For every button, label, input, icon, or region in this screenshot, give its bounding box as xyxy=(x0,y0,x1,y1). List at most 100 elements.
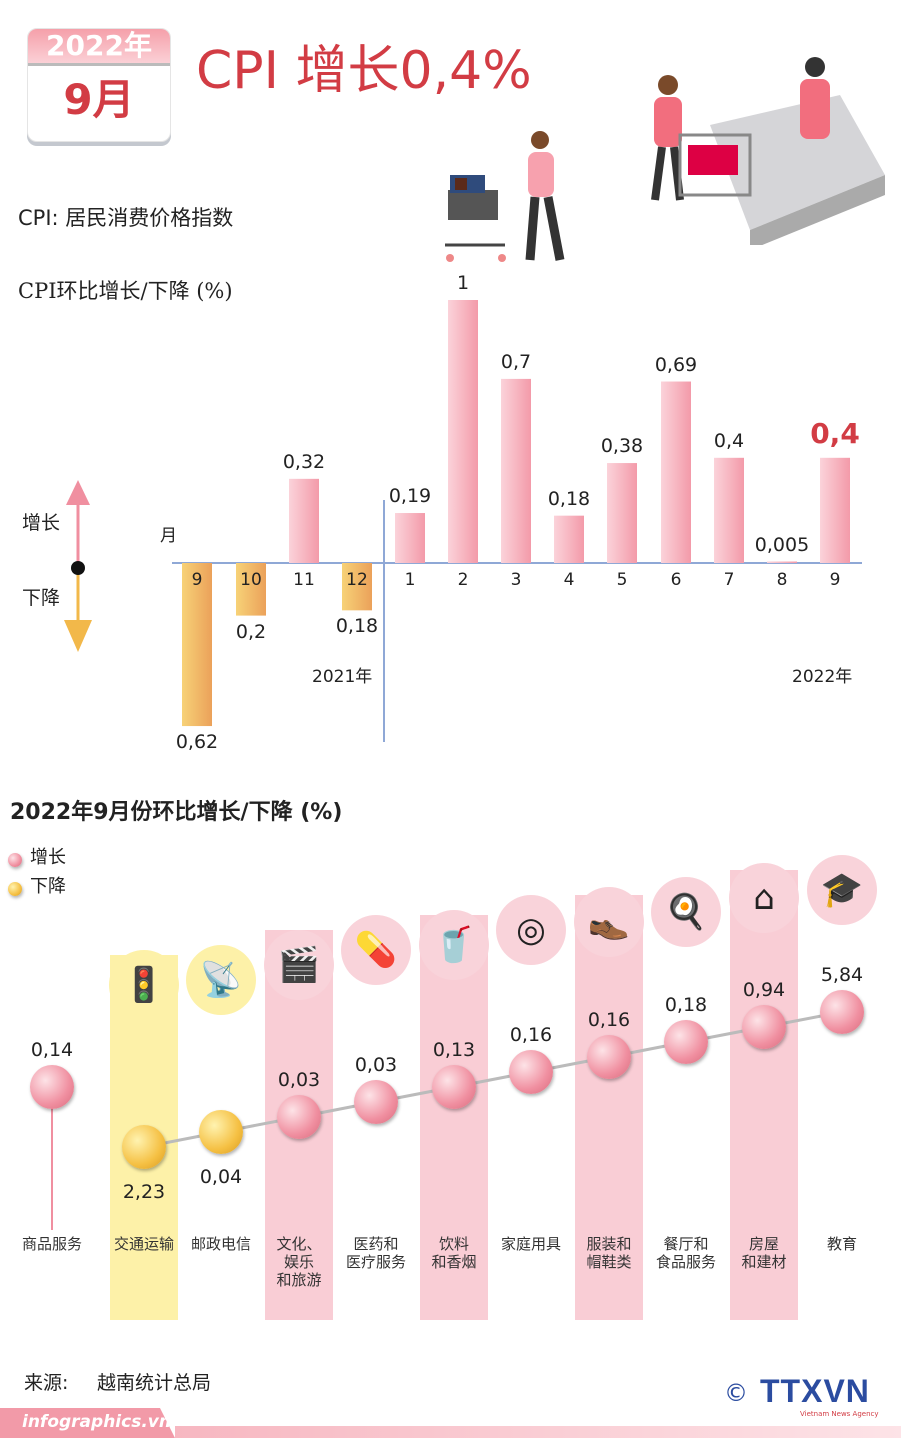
x-tick-label: 8 xyxy=(776,570,788,590)
bar-value-label: 0,62 xyxy=(175,731,219,754)
cpi-definition: CPI: 居民消费价格指数 xyxy=(18,206,234,230)
category-label-line: 房屋 xyxy=(748,1235,779,1253)
legend-increase-label: 增长 xyxy=(30,847,66,868)
chart1-title: CPI环比增长/下降 (%) xyxy=(18,279,233,303)
category-label-line: 服装和 xyxy=(586,1235,632,1253)
legend-decrease-dot xyxy=(8,882,22,896)
x-axis-label: 月 xyxy=(160,526,177,546)
category-point xyxy=(820,990,864,1034)
bar-10 xyxy=(714,457,744,563)
year-label-2022: 2022年 xyxy=(792,667,853,687)
x-tick-label: 11 xyxy=(293,570,315,590)
bar-value-label: 1 xyxy=(456,272,470,294)
category-value-label: 0,13 xyxy=(432,1039,476,1061)
bar-1 xyxy=(236,563,266,616)
category-value-label: 0,03 xyxy=(277,1069,321,1091)
category-point xyxy=(742,1005,786,1049)
category-value-label: 0,04 xyxy=(199,1166,243,1188)
house-icon: ⌂ xyxy=(729,863,799,933)
category-label-line: 文化、 xyxy=(276,1235,322,1253)
category-highlight-column xyxy=(575,895,643,1320)
category-point xyxy=(30,1065,74,1109)
category-point xyxy=(277,1095,321,1139)
x-tick-label: 10 xyxy=(240,570,262,590)
category-highlight-column xyxy=(730,870,798,1320)
x-tick-label: 7 xyxy=(723,570,735,590)
bar-value-label: 0,005 xyxy=(754,533,810,556)
bar-8 xyxy=(607,463,637,563)
source-text: 越南统计总局 xyxy=(97,1372,212,1394)
category-value-label: 0,16 xyxy=(509,1024,553,1046)
clothes-icon: 👞 xyxy=(574,887,644,957)
category-label-line: 帽鞋类 xyxy=(586,1253,632,1271)
washing-machine-icon: ◎ xyxy=(496,895,566,965)
ttxvn-logo-subtitle: Vietnam News Agency xyxy=(800,1410,879,1418)
bar-3 xyxy=(342,563,372,611)
bar-value-label: 0,19 xyxy=(388,485,432,508)
category-label: 商品服务 xyxy=(14,1235,90,1253)
category-label-line: 食品服务 xyxy=(655,1253,716,1271)
x-tick-label: 9 xyxy=(829,570,841,590)
x-tick-label: 3 xyxy=(510,570,522,590)
antenna-icon: 📡 xyxy=(186,945,256,1015)
page-title: CPI 增长0,4% xyxy=(196,41,532,101)
category-value-label: 2,23 xyxy=(122,1181,166,1203)
category-label-line: 和旅游 xyxy=(276,1271,322,1289)
trend-line xyxy=(51,1010,843,1230)
category-label: 交通运输 xyxy=(106,1235,182,1253)
footer-site-tab xyxy=(0,1408,175,1438)
category-value-label: 0,14 xyxy=(30,1039,74,1061)
traffic-light-icon: 🚦 xyxy=(109,950,179,1020)
bar-value-label: 0,4 xyxy=(713,429,745,452)
bar-7 xyxy=(554,515,584,563)
category-label-line: 家庭用具 xyxy=(500,1235,561,1253)
category-label: 饮料 和香烟 xyxy=(416,1235,492,1271)
x-tick-label: 5 xyxy=(616,570,628,590)
footer-band xyxy=(175,1426,901,1438)
site-link[interactable]: infographics.vn xyxy=(22,1412,171,1432)
chart2-title: 2022年9月份环比增长/下降 (%) xyxy=(10,800,343,825)
category-value-label: 0,18 xyxy=(664,994,708,1016)
up-arrowhead-icon xyxy=(66,480,90,505)
category-point xyxy=(199,1110,243,1154)
category-label: 家庭用具 xyxy=(493,1235,569,1253)
ttxvn-logo: TTXVN xyxy=(760,1373,870,1409)
bar-6 xyxy=(501,378,531,563)
drink-icon: 🥤 xyxy=(419,910,489,980)
x-tick-label: 6 xyxy=(670,570,682,590)
bar-value-label: 0,2 xyxy=(235,620,267,643)
category-label-line: 娱乐 xyxy=(283,1253,314,1271)
supermarket-checkout-illustration xyxy=(640,55,890,250)
category-label: 文化、 娱乐 和旅游 xyxy=(261,1235,337,1289)
bar-2 xyxy=(289,478,319,563)
film-icon: 🎬 xyxy=(264,930,334,1000)
category-label-line: 和香烟 xyxy=(431,1253,477,1271)
category-label-line: 交通运输 xyxy=(113,1235,174,1253)
bar-0 xyxy=(182,563,212,727)
category-label-line: 商品服务 xyxy=(21,1235,82,1253)
category-label-line: 邮政电信 xyxy=(190,1235,251,1253)
category-label: 房屋 和建材 xyxy=(726,1235,802,1271)
calendar-badge: 2022年 9月 xyxy=(27,28,171,142)
bar-12 xyxy=(820,457,850,563)
category-value-label: 5,84 xyxy=(820,964,864,986)
legend-increase-dot xyxy=(8,853,22,867)
bar-value-label: 0,69 xyxy=(654,353,698,376)
calendar-year: 2022年 xyxy=(46,29,152,62)
x-tick-label: 12 xyxy=(346,570,368,590)
x-tick-label: 2 xyxy=(457,570,469,590)
category-label-line: 餐厅和 xyxy=(663,1235,709,1253)
x-tick-label: 9 xyxy=(191,570,203,590)
bar-value-label: 0,7 xyxy=(500,350,532,373)
graduation-cap-icon: 🎓 xyxy=(807,855,877,925)
legend-down-label: 下降 xyxy=(22,587,61,609)
category-label-line: 饮料 xyxy=(438,1235,469,1253)
category-label: 服装和 帽鞋类 xyxy=(571,1235,647,1271)
category-label: 邮政电信 xyxy=(183,1235,259,1253)
bar-9 xyxy=(661,381,691,563)
category-label: 医药和 医疗服务 xyxy=(338,1235,414,1271)
category-value-label: 0,03 xyxy=(354,1054,398,1076)
bar-value-label: 0,18 xyxy=(335,615,379,638)
x-tick-label: 1 xyxy=(404,570,416,590)
origin-dot xyxy=(71,561,85,575)
